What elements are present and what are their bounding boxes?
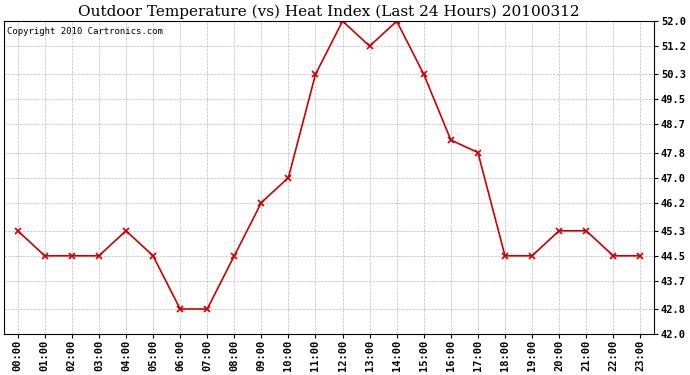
Text: Copyright 2010 Cartronics.com: Copyright 2010 Cartronics.com — [8, 27, 164, 36]
Title: Outdoor Temperature (vs) Heat Index (Last 24 Hours) 20100312: Outdoor Temperature (vs) Heat Index (Las… — [78, 4, 580, 18]
